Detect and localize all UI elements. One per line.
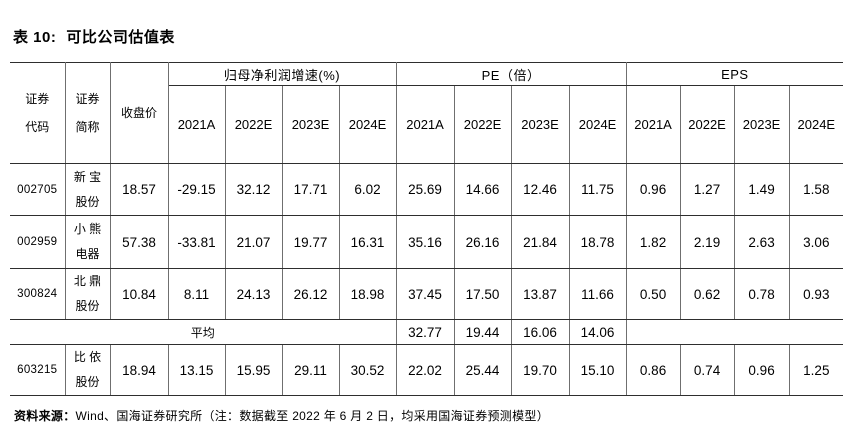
growth-value: 24.13	[224, 268, 283, 320]
pe-value: 25.69	[395, 163, 455, 216]
eps-value: 2.63	[733, 215, 790, 269]
pe-value: 25.44	[453, 344, 512, 396]
header-stock-abbr: 证券 简称	[64, 62, 111, 164]
pe-value: 22.02	[395, 344, 455, 396]
stock-name: 小 熊 电器	[64, 215, 111, 269]
pe-value: 12.46	[510, 163, 570, 216]
pe-value: 11.75	[568, 163, 627, 216]
stock-name: 新 宝 股份	[64, 163, 111, 216]
growth-value: -33.81	[167, 215, 226, 269]
table-title: 表 10: 可比公司估值表	[13, 26, 843, 47]
table-row-300824: 300824 北 鼎 股份 10.84 8.11 24.13 26.12 18.…	[10, 268, 844, 320]
growth-value: 17.71	[281, 163, 340, 216]
average-pe-value: 16.06	[510, 319, 570, 345]
year-pe-2024e: 2024E	[568, 85, 627, 164]
header-close-price: 收盘价	[109, 62, 169, 164]
close-price: 18.57	[109, 163, 169, 216]
growth-value: 32.12	[224, 163, 283, 216]
pe-value: 11.66	[568, 268, 627, 320]
year-pe-2022e: 2022E	[453, 85, 512, 164]
eps-value: 3.06	[788, 215, 844, 269]
eps-value: 0.50	[625, 268, 681, 320]
growth-value: 15.95	[224, 344, 283, 396]
eps-value: 1.58	[788, 163, 844, 216]
source-note-label: 资料来源：	[14, 409, 76, 423]
average-pe-value: 32.77	[395, 319, 455, 345]
header-stock-code: 证券 代码	[10, 62, 66, 164]
header-group-eps: EPS	[625, 62, 844, 86]
source-note-text: Wind、国海证券研究所（注：数据截至 2022 年 6 月 2 日，均采用国海…	[75, 409, 550, 423]
stock-code: 603215	[10, 344, 66, 396]
stock-name: 北 鼎 股份	[64, 268, 111, 320]
average-pe-value: 14.06	[568, 319, 627, 345]
eps-value: 0.96	[625, 163, 681, 216]
eps-value: 2.19	[679, 215, 735, 269]
growth-value: -29.15	[167, 163, 226, 216]
year-growth-2024e: 2024E	[338, 85, 397, 164]
year-eps-2024e: 2024E	[788, 85, 844, 164]
close-price: 10.84	[109, 268, 169, 320]
header-group-profit-growth: 归母净利润增速(%)	[167, 62, 397, 86]
pe-value: 21.84	[510, 215, 570, 269]
eps-value: 0.78	[733, 268, 790, 320]
growth-value: 13.15	[167, 344, 226, 396]
average-pe-value: 19.44	[453, 319, 512, 345]
eps-value: 0.96	[733, 344, 790, 396]
average-label: 平均	[10, 319, 397, 345]
growth-value: 6.02	[338, 163, 397, 216]
pe-value: 19.70	[510, 344, 570, 396]
eps-value: 0.93	[788, 268, 844, 320]
growth-value: 16.31	[338, 215, 397, 269]
pe-value: 14.66	[453, 163, 512, 216]
year-eps-2021a: 2021A	[625, 85, 681, 164]
eps-value: 0.62	[679, 268, 735, 320]
stock-code: 002705	[10, 163, 66, 216]
year-growth-2021a: 2021A	[168, 85, 226, 164]
eps-value: 1.25	[788, 344, 844, 396]
valuation-table: 证券 代码 证券 简称 收盘价 归母净利润增速(%) PE（倍） EPS 202…	[10, 62, 844, 396]
header-group-pe: PE（倍）	[395, 62, 627, 86]
year-pe-2023e: 2023E	[510, 85, 570, 164]
pe-value: 35.16	[395, 215, 455, 269]
pe-value: 37.45	[395, 268, 455, 320]
table-row-average: 平均 32.77 19.44 16.06 14.06	[10, 319, 844, 345]
pe-value: 17.50	[453, 268, 512, 320]
growth-value: 8.11	[167, 268, 226, 320]
stock-code: 002959	[10, 215, 66, 269]
eps-value: 0.86	[625, 344, 681, 396]
growth-value: 19.77	[281, 215, 340, 269]
table-title-label: 表 10:	[13, 29, 57, 46]
eps-value: 0.74	[679, 344, 735, 396]
year-eps-2023e: 2023E	[733, 85, 790, 164]
average-eps-empty-cell	[625, 319, 844, 345]
pe-value: 26.16	[453, 215, 512, 269]
growth-value: 26.12	[281, 268, 340, 320]
table-title-text: 可比公司估值表	[66, 29, 175, 46]
source-note: 资料来源：Wind、国海证券研究所（注：数据截至 2022 年 6 月 2 日，…	[14, 407, 843, 424]
pe-value: 18.78	[568, 215, 627, 269]
growth-value: 29.11	[281, 344, 340, 396]
growth-value: 30.52	[338, 344, 397, 396]
header-group-row: 证券 代码 证券 简称 收盘价 归母净利润增速(%) PE（倍） EPS	[10, 62, 844, 164]
table-row-002705: 002705 新 宝 股份 18.57 -29.15 32.12 17.71 6…	[10, 163, 844, 216]
year-growth-2023e: 2023E	[281, 85, 340, 164]
table-row-603215: 603215 比 依 股份 18.94 13.15 15.95 29.11 30…	[10, 344, 844, 396]
growth-value: 18.98	[338, 268, 397, 320]
growth-value: 21.07	[224, 215, 283, 269]
year-pe-2021a: 2021A	[395, 85, 455, 164]
pe-value: 15.10	[568, 344, 627, 396]
close-price: 18.94	[109, 344, 169, 396]
table-row-002959: 002959 小 熊 电器 57.38 -33.81 21.07 19.77 1…	[10, 215, 844, 269]
stock-name: 比 依 股份	[64, 344, 111, 396]
eps-value: 1.49	[733, 163, 790, 216]
year-growth-2022e: 2022E	[224, 85, 283, 164]
stock-code: 300824	[10, 268, 66, 320]
year-eps-2022e: 2022E	[679, 85, 735, 164]
eps-value: 1.82	[625, 215, 681, 269]
close-price: 57.38	[109, 215, 169, 269]
pe-value: 13.87	[510, 268, 570, 320]
eps-value: 1.27	[679, 163, 735, 216]
